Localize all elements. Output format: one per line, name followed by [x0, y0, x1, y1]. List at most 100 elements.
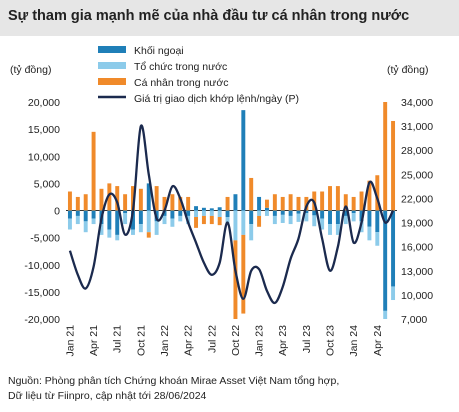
right-tick-label: 34,000 — [401, 97, 433, 109]
bar-khoi-ngoai — [249, 210, 254, 225]
x-tick-label: Jul 22 — [206, 325, 218, 353]
right-axis-unit: (tỷ đồng) — [387, 64, 428, 76]
bar-ca-nhan — [178, 196, 183, 211]
legend-swatch-ca-nhan — [98, 78, 126, 85]
x-tick-label: Oct 23 — [325, 325, 337, 356]
bar-to-chuc — [280, 214, 285, 223]
bar-khoi-ngoai — [138, 210, 143, 225]
legend-label-khoi-ngoai: Khối ngoại — [134, 45, 184, 57]
bar-to-chuc — [249, 224, 254, 241]
bar-khoi-ngoai — [107, 210, 112, 230]
bar-to-chuc — [335, 224, 340, 235]
legend-swatch-to-chuc — [98, 62, 126, 69]
bar-khoi-ngoai — [328, 210, 332, 225]
bar-khoi-ngoai — [264, 207, 269, 211]
bar-khoi-ngoai — [209, 208, 214, 211]
left-tick-label: -20,000 — [24, 314, 60, 326]
bar-khoi-ngoai — [304, 210, 309, 214]
bar-ca-nhan — [272, 194, 277, 211]
bar-ca-nhan — [154, 186, 159, 211]
bar-to-chuc — [264, 210, 269, 216]
bar-ca-nhan — [375, 175, 380, 211]
bar-khoi-ngoai — [91, 210, 96, 219]
x-tick-label: Jan 23 — [254, 325, 266, 357]
right-tick-label: 19,000 — [401, 218, 433, 230]
x-tick-label: Apr 23 — [277, 325, 289, 356]
bar-ca-nhan — [241, 234, 246, 314]
left-axis: -20,000 -15,000 -10,000 -5,000 0 5,000 10,000 1… — [24, 97, 60, 326]
bar-khoi-ngoai — [272, 210, 277, 216]
x-tick-label: Jan 24 — [348, 325, 360, 357]
bar-ca-nhan — [367, 180, 372, 211]
bar-to-chuc — [170, 218, 175, 227]
bar-ca-nhan — [391, 120, 396, 211]
legend-label-ca-nhan: Cá nhân trong nước — [134, 77, 228, 89]
legend: Khối ngoại Tổ chức trong nước Cá nhân tr… — [98, 45, 299, 105]
bar-to-chuc — [83, 221, 88, 233]
bar-ca-nhan — [99, 188, 104, 211]
bar-khoi-ngoai — [194, 206, 199, 211]
bar-khoi-ngoai — [201, 207, 206, 211]
bar-ca-nhan — [280, 196, 285, 211]
chart-area: Khối ngoại Tổ chức trong nước Cá nhân tr… — [10, 45, 433, 357]
bar-ca-nhan — [296, 196, 301, 211]
x-tick-label: Jul 23 — [301, 325, 313, 353]
bar-ca-nhan — [162, 196, 167, 211]
x-tick-label: Apr 24 — [372, 325, 384, 356]
bar-ca-nhan — [343, 194, 348, 211]
bar-to-chuc — [288, 215, 293, 225]
x-tick-label: Jan 21 — [64, 325, 76, 357]
bar-ca-nhan — [288, 194, 293, 211]
x-tick-label: Oct 22 — [230, 325, 242, 356]
left-tick-label: 20,000 — [28, 97, 60, 109]
bar-khoi-ngoai — [115, 210, 120, 235]
left-tick-label: 10,000 — [28, 151, 60, 163]
bar-to-chuc — [241, 210, 246, 235]
bar-ca-nhan — [249, 177, 254, 211]
bar-khoi-ngoai — [257, 196, 262, 211]
bar-ca-nhan — [83, 194, 88, 211]
bar-khoi-ngoai — [178, 210, 183, 216]
x-tick-label: Jul 21 — [112, 325, 124, 353]
bar-to-chuc — [115, 234, 120, 241]
bar-ca-nhan — [75, 196, 80, 211]
bars — [67, 102, 396, 319]
bar-khoi-ngoai — [233, 194, 238, 211]
bar-ca-nhan — [201, 215, 206, 225]
bar-to-chuc — [343, 215, 348, 225]
bar-khoi-ngoai — [170, 210, 175, 219]
source-line-1: Nguồn: Phòng phân tích Chứng khoán Mirae… — [8, 375, 340, 387]
bar-to-chuc — [383, 310, 388, 319]
bar-ca-nhan — [194, 217, 199, 228]
bar-ca-nhan — [186, 196, 191, 211]
bar-ca-nhan — [67, 191, 72, 211]
bar-khoi-ngoai — [375, 210, 380, 233]
bar-khoi-ngoai — [67, 210, 72, 219]
bar-to-chuc — [225, 217, 230, 226]
bar-to-chuc — [312, 215, 317, 227]
bar-to-chuc — [217, 210, 222, 218]
bar-to-chuc — [67, 218, 72, 230]
source-line-2: Dữ liệu từ Fiinpro, cập nhật tới 28/06/2… — [8, 390, 207, 402]
bar-khoi-ngoai — [312, 210, 317, 216]
bar-ca-nhan — [351, 196, 356, 211]
bar-to-chuc — [391, 286, 396, 301]
source-note: Nguồn: Phòng phân tích Chứng khoán Mirae… — [8, 374, 339, 404]
price-line — [68, 124, 395, 305]
bar-khoi-ngoai — [75, 210, 80, 216]
bar-ca-nhan — [335, 186, 340, 211]
bar-to-chuc — [107, 229, 112, 238]
bar-to-chuc — [75, 215, 80, 225]
bar-to-chuc — [131, 229, 135, 235]
bar-khoi-ngoai — [186, 210, 191, 216]
right-tick-label: 16,000 — [401, 242, 433, 254]
bar-khoi-ngoai — [296, 210, 301, 214]
bar-ca-nhan — [170, 194, 175, 211]
bar-to-chuc — [328, 224, 332, 235]
bar-to-chuc — [194, 210, 199, 218]
bar-ca-nhan — [320, 191, 325, 211]
bar-to-chuc — [320, 218, 325, 230]
left-tick-label: 0 — [54, 206, 60, 218]
left-axis-unit: (tỷ đồng) — [10, 64, 51, 76]
right-tick-label: 22,000 — [401, 193, 433, 205]
